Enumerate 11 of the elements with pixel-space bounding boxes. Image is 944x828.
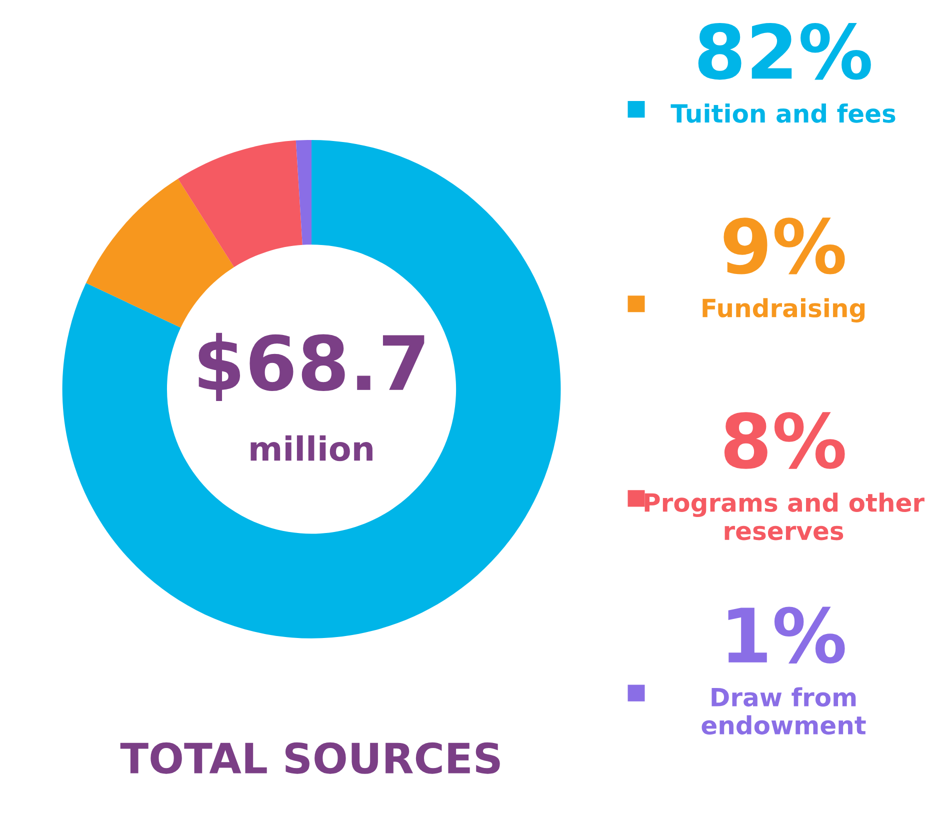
data-label: 1% xyxy=(728,606,845,664)
legend-label: Fundraising xyxy=(702,298,865,322)
legend-label: Tuition and fees xyxy=(670,104,896,123)
text: million xyxy=(250,435,372,462)
data-label: 9% xyxy=(724,218,845,274)
legend-label: Draw from endowment xyxy=(702,687,866,735)
legend-label: Programs and other reserves xyxy=(644,492,924,540)
text: TOTAL SOURCES xyxy=(120,742,500,774)
text: $68.7 xyxy=(198,332,424,401)
data-label: 8% xyxy=(724,412,845,469)
data-label: 82% xyxy=(698,22,871,80)
